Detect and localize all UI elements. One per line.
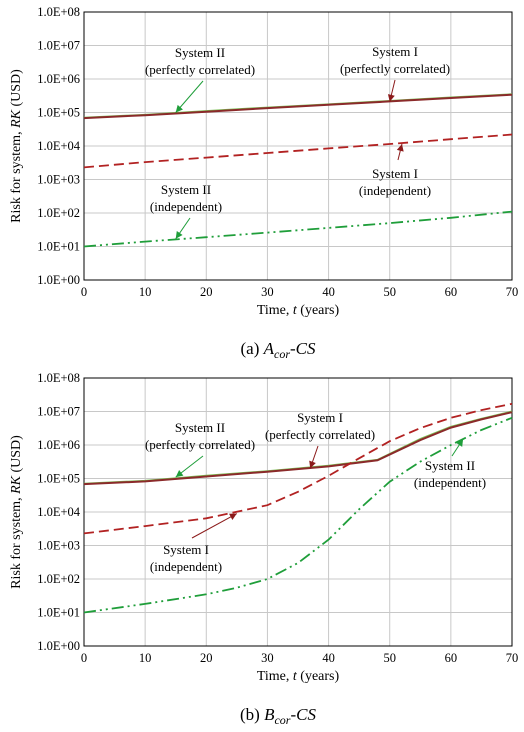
x-tick-label: 70 — [506, 651, 519, 665]
x-tick-label: 20 — [200, 285, 213, 299]
y-tick-label: 1.0E+06 — [37, 72, 80, 86]
annotation-arrowhead — [229, 513, 237, 520]
y-tick-label: 1.0E+06 — [37, 438, 80, 452]
annotation-arrow-line — [191, 513, 238, 539]
annotation-label: System I (perfectly correlated) — [265, 410, 375, 442]
annotation-label: System I (independent) — [150, 542, 222, 574]
y-tick-label: 1.0E+03 — [37, 173, 80, 187]
x-tick-label: 50 — [383, 285, 396, 299]
y-tick-label: 1.0E+05 — [37, 472, 80, 486]
y-axis-title: Risk for system, RK (USD) — [9, 69, 24, 223]
annotation-arrowhead — [175, 104, 183, 113]
x-tick-label: 10 — [139, 285, 152, 299]
annotation-label: System II (independent) — [414, 458, 486, 490]
y-axis-title: Risk for system, RK (USD) — [9, 435, 24, 589]
annotation-arrowhead — [309, 460, 316, 469]
annotation-label: System I (independent) — [359, 166, 431, 198]
panel-a-chart: 0 10 20 30 40 50 60 70 1.0E+00 1.0E+01 1.0E+02 1.0E… — [9, 5, 518, 361]
x-tick-label: 30 — [261, 651, 274, 665]
annotation-arrowhead — [175, 470, 184, 478]
y-tick-label: 1.0E+01 — [37, 240, 80, 254]
y-tick-label: 1.0E+04 — [37, 139, 81, 153]
annotation-label: System II (independent) — [150, 182, 222, 214]
x-tick-label: 40 — [322, 651, 335, 665]
y-tick-label: 1.0E+02 — [37, 206, 80, 220]
x-tick-label: 40 — [322, 285, 335, 299]
y-tick-label: 1.0E+07 — [37, 405, 80, 419]
plot-frame — [83, 11, 513, 281]
panel-caption: (b) Bcor-CS — [240, 705, 316, 727]
y-tick-label: 1.0E+05 — [37, 106, 80, 120]
annotation-label: System II (perfectly correlated) — [145, 420, 255, 452]
series-line-sysI_corr — [83, 411, 513, 486]
y-tick-label: 1.0E+01 — [37, 606, 80, 620]
annotation-arrowhead — [456, 439, 464, 447]
series-line-sysII_ind — [83, 416, 513, 614]
annotation-arrowhead — [387, 94, 395, 102]
x-tick-label: 30 — [261, 285, 274, 299]
x-tick-label: 20 — [200, 651, 213, 665]
series-line-sysI_ind — [83, 402, 513, 535]
series-line-sysI_ind — [83, 133, 513, 169]
series-line-sysII_ind — [83, 210, 513, 248]
x-tick-label: 60 — [445, 285, 458, 299]
y-tick-label: 1.0E+04 — [37, 505, 81, 519]
x-tick-label: 0 — [81, 651, 87, 665]
y-tick-label: 1.0E+07 — [37, 39, 80, 53]
y-tick-label: 1.0E+08 — [37, 371, 80, 385]
y-tick-label: 1.0E+00 — [37, 639, 80, 653]
y-tick-label: 1.0E+08 — [37, 5, 80, 19]
y-tick-label: 1.0E+00 — [37, 273, 80, 287]
x-tick-label: 50 — [383, 651, 396, 665]
x-axis-title: Time, t (years) — [257, 303, 340, 318]
x-tick-label: 0 — [81, 285, 87, 299]
panel-caption: (a) Acor-CS — [240, 339, 316, 361]
annotation-label: System II (perfectly correlated) — [145, 45, 255, 77]
x-axis-title: Time, t (years) — [257, 669, 340, 684]
panel-b-chart: 0 10 20 30 40 50 60 70 1.0E+00 1.0E+01 1.0E+02 1.0E… — [9, 371, 518, 727]
x-tick-label: 10 — [139, 651, 152, 665]
annotation-arrowhead — [175, 231, 183, 239]
y-tick-label: 1.0E+03 — [37, 539, 80, 553]
annotation-label: System I (perfectly correlated) — [340, 44, 450, 76]
plot-frame — [83, 377, 513, 647]
x-tick-label: 60 — [445, 651, 458, 665]
series-line-sysI_corr — [83, 93, 513, 120]
y-tick-label: 1.0E+02 — [37, 572, 80, 586]
annotation-arrowhead — [396, 143, 404, 152]
x-tick-label: 70 — [506, 285, 519, 299]
